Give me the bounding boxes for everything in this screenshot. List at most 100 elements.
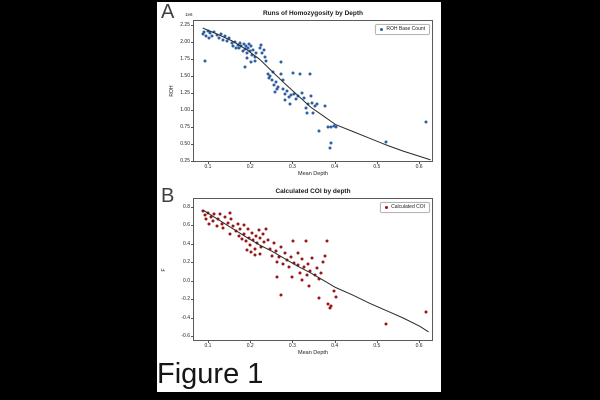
- data-point: [204, 34, 208, 38]
- legend-box: ROH Base Count: [374, 24, 430, 35]
- data-point: [292, 261, 296, 265]
- data-point: [298, 72, 302, 76]
- y-tick-mark: [191, 336, 193, 338]
- data-point: [226, 221, 230, 225]
- panel-a-chart: Runs of Homozygosity by Depth 1e6 ROH RO…: [169, 10, 433, 177]
- x-tick-label: 0.4: [331, 343, 339, 349]
- data-point: [217, 36, 221, 40]
- y-tick-mark: [191, 24, 193, 26]
- data-point: [243, 47, 247, 51]
- data-point: [230, 41, 234, 45]
- x-tick-label: 0.1: [204, 164, 212, 170]
- data-point: [266, 72, 270, 76]
- data-point: [323, 104, 327, 108]
- data-point: [203, 59, 207, 63]
- x-tick-label: 0.5: [373, 164, 381, 170]
- data-point: [202, 30, 206, 34]
- data-point: [307, 284, 311, 288]
- data-point: [329, 141, 333, 145]
- y-tick-label: -0.2: [181, 296, 190, 303]
- data-point: [249, 60, 253, 64]
- data-point: [332, 289, 336, 293]
- data-point: [279, 293, 283, 297]
- y-tick-label: 1.50: [180, 72, 190, 79]
- data-point: [291, 239, 295, 243]
- data-point: [231, 44, 235, 48]
- y-tick-mark: [191, 109, 193, 111]
- x-tick-label: 0.4: [331, 164, 339, 170]
- x-tick-mark: [334, 162, 336, 164]
- x-tick-mark: [334, 341, 336, 343]
- data-point: [323, 254, 327, 258]
- data-point: [259, 245, 263, 249]
- data-point: [258, 236, 262, 240]
- data-point: [281, 87, 285, 91]
- data-point: [304, 239, 308, 243]
- data-point: [321, 260, 325, 264]
- x-tick-mark: [207, 162, 209, 164]
- y-axis-label: ROH: [169, 85, 175, 97]
- y-tick-label: 1.75: [180, 55, 190, 62]
- data-point: [281, 78, 285, 82]
- data-point: [201, 209, 205, 213]
- data-point: [288, 102, 292, 106]
- data-point: [204, 217, 208, 221]
- data-point: [334, 295, 338, 299]
- data-point: [289, 255, 293, 259]
- x-tick-mark: [250, 341, 252, 343]
- data-point: [251, 238, 255, 242]
- x-tick-mark: [419, 162, 421, 164]
- data-point: [262, 48, 266, 52]
- data-point: [209, 215, 213, 219]
- data-point: [328, 306, 332, 310]
- data-point: [329, 304, 333, 308]
- data-point: [240, 237, 244, 241]
- data-point: [215, 33, 219, 37]
- data-point: [304, 106, 308, 110]
- data-point: [306, 262, 310, 266]
- data-point: [268, 247, 272, 251]
- data-point: [326, 302, 330, 306]
- y-tick-label: 2.25: [180, 21, 190, 28]
- y-tick-label: 0.2: [183, 259, 190, 266]
- data-point: [285, 89, 289, 93]
- data-point: [292, 92, 296, 96]
- data-point: [270, 78, 274, 82]
- data-point: [283, 98, 287, 102]
- data-point: [300, 257, 304, 261]
- data-point: [236, 222, 240, 226]
- data-point: [223, 215, 227, 219]
- x-tick-label: 0.3: [288, 343, 296, 349]
- data-point: [290, 275, 294, 279]
- data-point: [258, 252, 262, 256]
- data-point: [246, 227, 250, 231]
- data-point: [203, 213, 207, 217]
- data-point: [325, 239, 329, 243]
- data-point: [319, 271, 323, 275]
- data-point: [238, 41, 242, 45]
- y-tick-mark: [191, 225, 193, 227]
- data-point: [272, 83, 276, 87]
- y-tick-mark: [191, 126, 193, 128]
- panel-b-chart: Calculated COI by depth F Calculated COI…: [161, 188, 433, 356]
- data-point: [296, 263, 300, 267]
- x-tick-mark: [250, 162, 252, 164]
- data-point: [300, 278, 304, 282]
- data-point: [236, 43, 240, 47]
- y-axis-label: F: [161, 267, 167, 272]
- data-point: [272, 241, 276, 245]
- data-point: [206, 211, 210, 215]
- data-point: [221, 226, 225, 230]
- x-axis-label: Mean Depth: [298, 350, 328, 356]
- x-axis-label: Mean Depth: [298, 171, 328, 177]
- data-point: [264, 59, 268, 63]
- data-point: [274, 80, 278, 84]
- data-point: [248, 243, 252, 247]
- legend-label: ROH Base Count: [386, 26, 425, 32]
- data-point: [296, 251, 300, 255]
- x-tick-label: 0.6: [415, 164, 423, 170]
- data-point: [275, 87, 279, 91]
- data-point: [424, 310, 428, 314]
- data-point: [287, 265, 291, 269]
- data-point: [212, 212, 216, 216]
